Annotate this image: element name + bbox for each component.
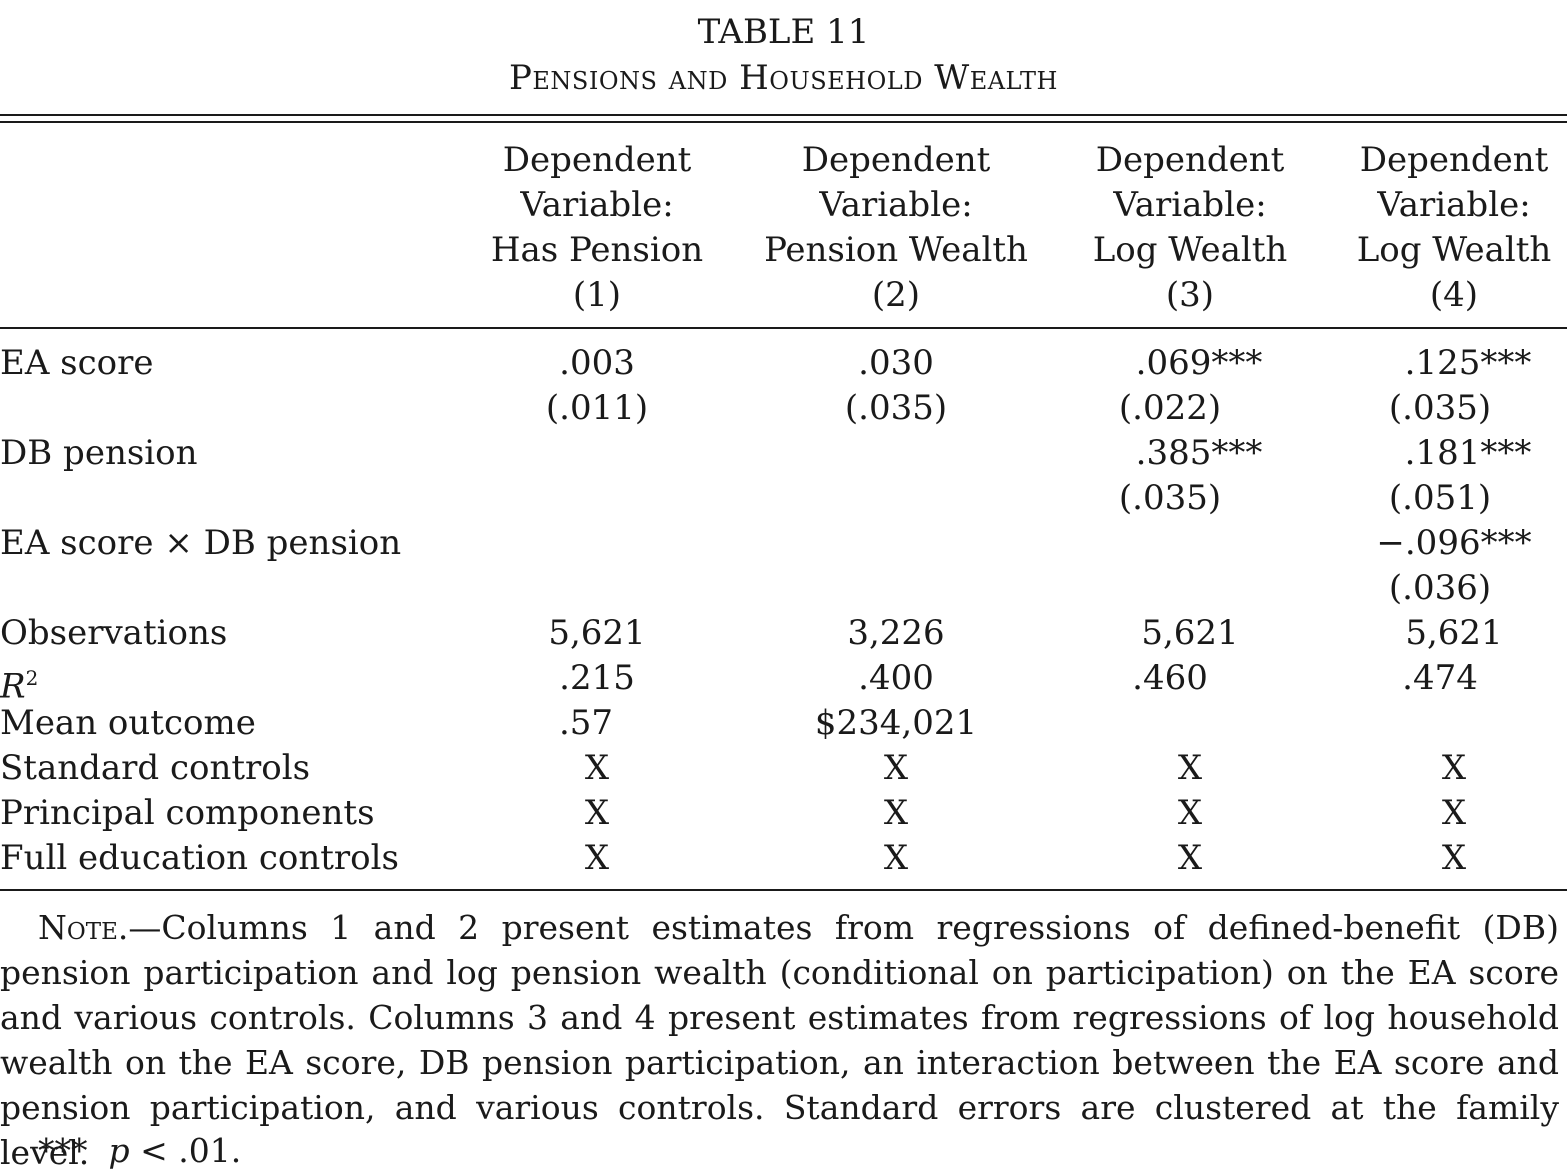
column-header-line: Log Wealth [1356, 230, 1552, 270]
table-cell: .069*** [1135, 343, 1263, 383]
note-lead: Note. [38, 908, 129, 947]
row-label-principal-components: Principal components [0, 793, 375, 833]
table-cell: .460 [1132, 658, 1208, 698]
column-header-line: Dependent [1095, 140, 1285, 180]
table-cell: $234,021 [814, 703, 978, 743]
table-cell: 3,226 [847, 613, 945, 653]
footnote-rest: < .01. [129, 1131, 242, 1170]
row-label-observations: Observations [0, 613, 228, 653]
table-cell: X [1177, 793, 1203, 833]
table-cell: .474 [1402, 658, 1478, 698]
table-number: TABLE 11 [697, 12, 870, 52]
column-header-4: Dependent Variable: Log Wealth (4) [1344, 138, 1564, 318]
table-cell: .57 [558, 703, 614, 743]
row-label-r2: R2 [0, 656, 38, 709]
table-cell: X [883, 838, 909, 878]
row-label-interaction: EA score × DB pension [0, 523, 402, 563]
table-cell: X [1177, 748, 1203, 788]
column-header-line: Variable: [1377, 185, 1531, 225]
row-label-ea-score: EA score [0, 343, 154, 383]
column-header-1: Dependent Variable: Has Pension (1) [477, 138, 717, 318]
table-cell: X [584, 748, 610, 788]
table-cell: .215 [559, 658, 635, 698]
table-cell: X [883, 748, 909, 788]
table-cell: 5,621 [1141, 613, 1239, 653]
table-cell: X [883, 793, 909, 833]
r2-symbol: R [0, 666, 26, 707]
column-header-line: Dependent [502, 140, 692, 180]
footnote-stars: *** [38, 1131, 88, 1170]
column-header-line: Log Wealth [1092, 230, 1288, 270]
bottom-rule [0, 889, 1567, 891]
r2-superscript: 2 [25, 666, 39, 690]
column-header-line: Pension Wealth [764, 230, 1028, 270]
column-index: (4) [1429, 275, 1479, 315]
table-cell: X [1441, 748, 1467, 788]
row-label-standard-controls: Standard controls [0, 748, 311, 788]
table-cell: (.036) [1388, 568, 1492, 608]
table-cell: X [1441, 793, 1467, 833]
footnote-p: p [108, 1131, 130, 1170]
table-cell: (.035) [1118, 478, 1222, 518]
table-cell: .125*** [1404, 343, 1532, 383]
table-cell: X [584, 793, 610, 833]
column-header-line: Variable: [520, 185, 674, 225]
top-rule-2 [0, 121, 1567, 123]
top-rule-1 [0, 114, 1567, 116]
column-index: (2) [871, 275, 921, 315]
table-caption: Pensions and Household Wealth [509, 58, 1058, 98]
table-cell: (.051) [1388, 478, 1492, 518]
table-cell: (.035) [1388, 388, 1492, 428]
table-cell: (.035) [844, 388, 948, 428]
row-label-db-pension: DB pension [0, 433, 198, 473]
column-header-line: Variable: [819, 185, 973, 225]
table-cell: .030 [858, 343, 934, 383]
table-cell: .003 [559, 343, 635, 383]
table-cell: .385*** [1135, 433, 1263, 473]
column-header-3: Dependent Variable: Log Wealth (3) [1080, 138, 1300, 318]
header-rule [0, 327, 1567, 329]
table-cell: 5,621 [548, 613, 646, 653]
column-header-2: Dependent Variable: Pension Wealth (2) [756, 138, 1036, 318]
significance-footnote: *** p < .01. [38, 1128, 241, 1173]
table-cell: X [584, 838, 610, 878]
column-header-line: Dependent [801, 140, 991, 180]
column-index: (1) [572, 275, 622, 315]
column-header-line: Has Pension [490, 230, 704, 270]
column-index: (3) [1165, 275, 1215, 315]
table-cell: 5,621 [1405, 613, 1503, 653]
table-cell: −.096*** [1376, 523, 1532, 563]
row-label-mean-outcome: Mean outcome [0, 703, 256, 743]
table-cell: .400 [858, 658, 934, 698]
table-note: Note.—Columns 1 and 2 present estimates … [0, 905, 1559, 1175]
column-header-line: Variable: [1113, 185, 1267, 225]
table-cell: X [1441, 838, 1467, 878]
table-cell: (.022) [1118, 388, 1222, 428]
table-cell: .181*** [1404, 433, 1532, 473]
table-cell: X [1177, 838, 1203, 878]
note-text: —Columns 1 and 2 present estimates from … [0, 908, 1559, 1172]
column-header-line: Dependent [1359, 140, 1549, 180]
row-label-full-education-controls: Full education controls [0, 838, 399, 878]
table-cell: (.011) [545, 388, 649, 428]
